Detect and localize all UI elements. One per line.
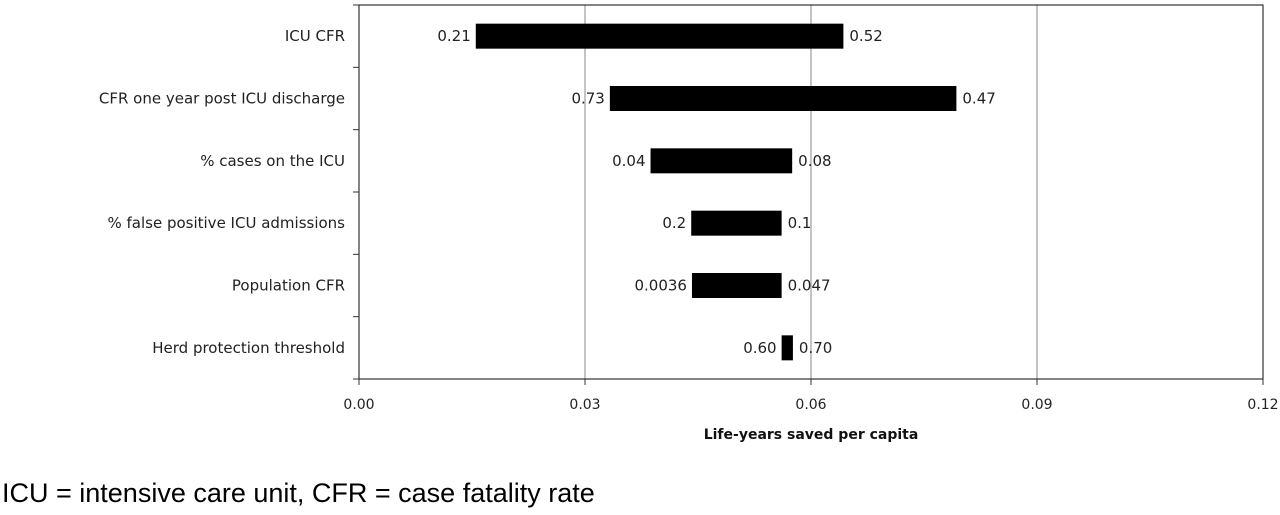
category-label: % false positive ICU admissions — [107, 214, 345, 232]
x-tick-label: 0.12 — [1247, 397, 1278, 413]
bar — [650, 148, 793, 174]
data-label-high: 0.52 — [849, 27, 882, 45]
bar — [475, 23, 844, 49]
data-label-high: 0.08 — [798, 152, 831, 170]
category-label: Herd protection threshold — [152, 339, 345, 357]
tornado-chart: 0.00 0.03 0.06 0.09 0.12 ICU CFR 0.21 0.52 CFR o… — [99, 4, 1279, 443]
data-label-high: 0.47 — [962, 90, 995, 108]
x-tick-label: 0.09 — [1021, 397, 1052, 413]
labels: 0.00 0.03 0.06 0.09 0.12 ICU CFR 0.21 0.52 CFR o… — [99, 27, 1279, 413]
data-label-high: 0.70 — [799, 339, 832, 357]
bars — [475, 23, 957, 361]
data-label-high: 0.1 — [788, 214, 812, 232]
category-label: Population CFR — [232, 277, 345, 295]
data-label-low: 0.21 — [437, 27, 470, 45]
bar — [691, 273, 782, 298]
x-tick-label: 0.03 — [569, 397, 600, 413]
category-label: ICU CFR — [285, 27, 345, 45]
footnote: ICU = intensive care unit, CFR = case fa… — [2, 478, 595, 508]
data-label-low: 0.73 — [571, 90, 604, 108]
category-label: % cases on the ICU — [200, 152, 345, 170]
x-axis-title: Life-years saved per capita — [704, 427, 919, 443]
data-label-high: 0.047 — [788, 277, 831, 295]
x-tick-label: 0.06 — [795, 397, 826, 413]
bar — [691, 210, 782, 236]
bar — [781, 335, 793, 361]
data-label-low: 0.04 — [612, 152, 645, 170]
data-label-low: 0.60 — [743, 339, 776, 357]
bar — [609, 86, 957, 111]
gridlines — [584, 5, 1264, 379]
category-label: CFR one year post ICU discharge — [99, 90, 345, 108]
data-label-low: 0.2 — [662, 214, 686, 232]
data-label-low: 0.0036 — [634, 277, 687, 295]
axes — [353, 4, 1264, 385]
x-tick-label: 0.00 — [343, 397, 374, 413]
